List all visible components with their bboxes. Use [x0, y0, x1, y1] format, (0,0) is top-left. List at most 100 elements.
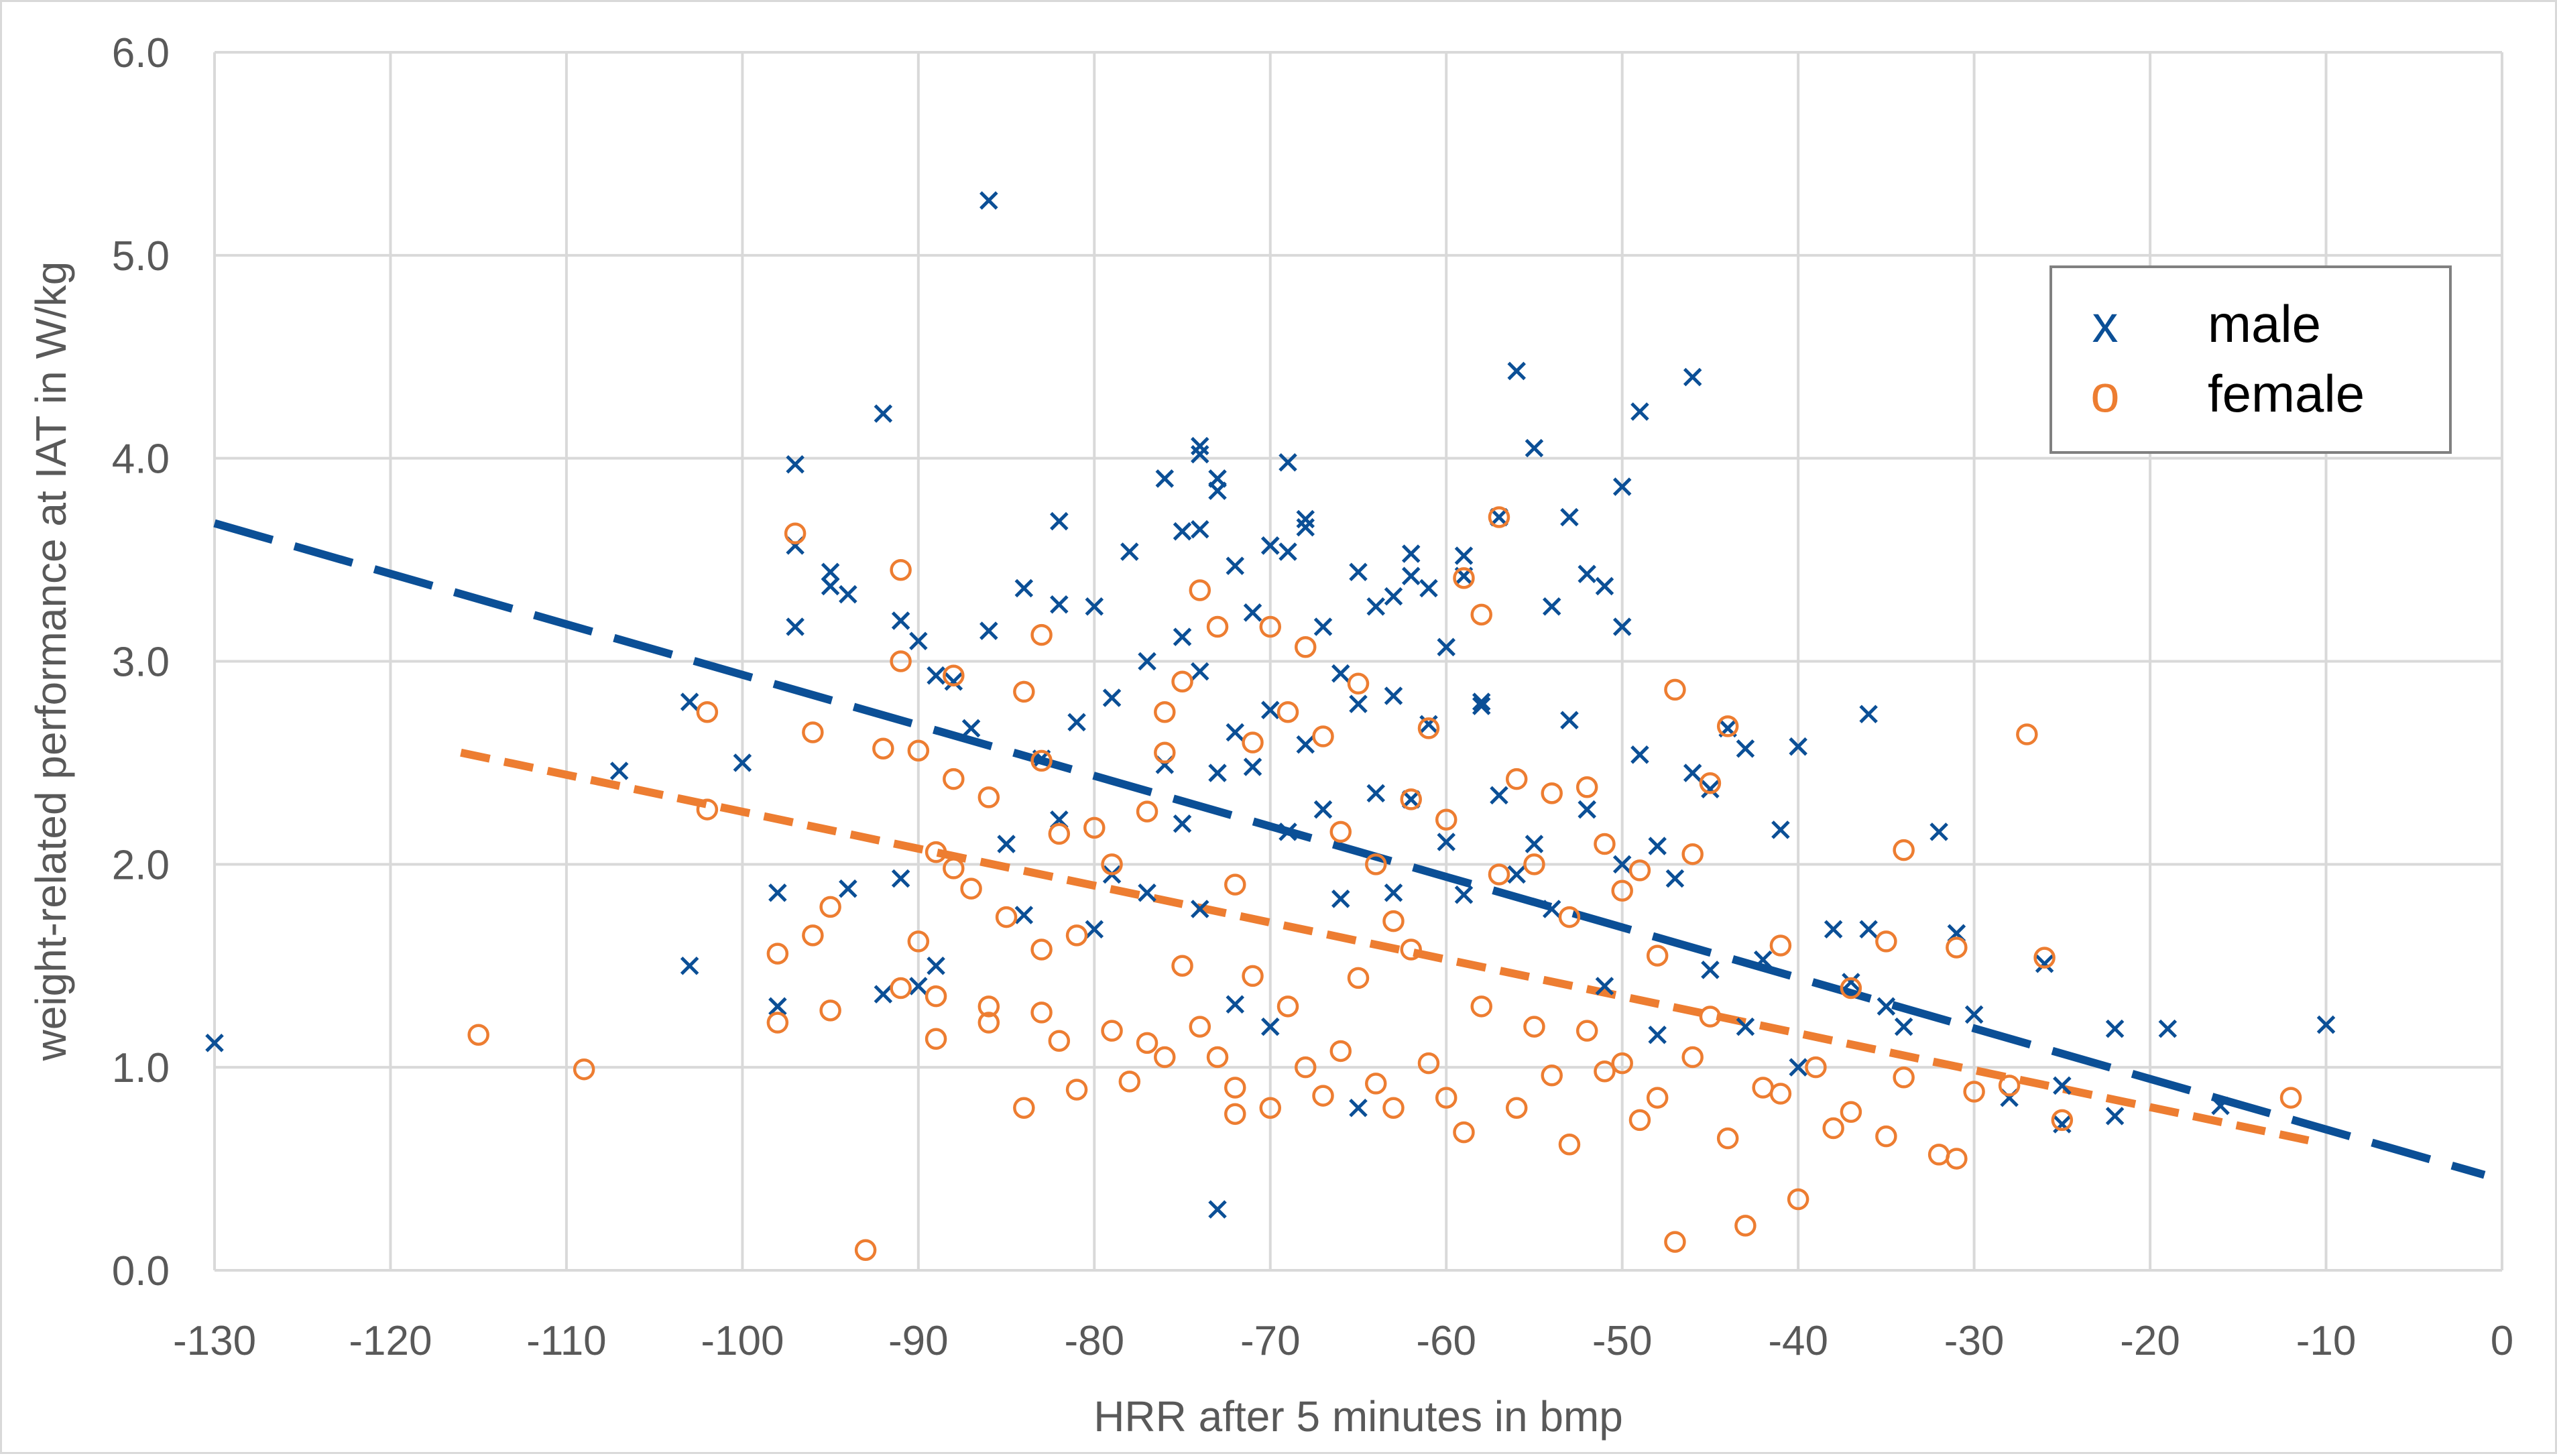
male-point — [1771, 821, 1790, 839]
female-point — [1893, 839, 1915, 861]
female-point — [1505, 1097, 1528, 1119]
male-point — [1384, 883, 1403, 902]
male-point — [1349, 1098, 1368, 1117]
male-point — [1050, 511, 1069, 531]
male-point — [1595, 577, 1614, 596]
male-point — [1630, 745, 1649, 764]
male-point — [2053, 1076, 2072, 1095]
female-point — [890, 650, 912, 672]
female-point — [1154, 1046, 1176, 1069]
female-point — [1523, 1016, 1545, 1038]
female-point — [802, 924, 824, 947]
y-tick-label: 3.0 — [112, 640, 170, 686]
male-point — [1191, 662, 1209, 681]
x-tick-label: -40 — [1768, 1318, 1828, 1364]
male-point — [205, 1034, 224, 1052]
male-point — [1525, 835, 1544, 853]
female-point — [1611, 1052, 1633, 1075]
male-point — [1472, 696, 1491, 715]
male-point — [1578, 564, 1596, 584]
female-point — [943, 664, 965, 686]
male-point — [1191, 444, 1209, 464]
male-point — [1313, 800, 1333, 819]
male-point — [1683, 764, 1702, 782]
male-point — [1859, 705, 1878, 724]
legend-label-female: female — [2208, 364, 2365, 423]
male-point — [1612, 855, 1632, 874]
male-point — [1753, 950, 1773, 969]
male-point — [1050, 595, 1069, 614]
male-point — [1648, 1025, 1667, 1044]
female-point — [977, 786, 1000, 808]
female-point — [1048, 823, 1071, 845]
female-point — [1347, 967, 1370, 989]
male-point — [1085, 920, 1104, 939]
male-point — [2316, 1015, 2336, 1034]
male-point — [1243, 603, 1262, 622]
female-point — [1875, 930, 1897, 953]
female-point — [1453, 1121, 1475, 1144]
female-point — [1628, 1109, 1651, 1132]
female-point — [1558, 1133, 1581, 1156]
male-point — [1191, 520, 1209, 539]
female-trend-line — [460, 748, 2310, 1145]
male-point — [1331, 664, 1350, 683]
female-point — [1312, 1085, 1334, 1107]
male-point — [1208, 1200, 1227, 1219]
female-point — [1470, 603, 1492, 626]
male-point — [1736, 1017, 1755, 1036]
male-point — [1542, 597, 1561, 616]
male-point — [839, 879, 857, 898]
female-point — [1541, 782, 1563, 804]
male-point — [1191, 436, 1209, 456]
male-point — [1877, 997, 1896, 1016]
female-point — [696, 701, 719, 723]
female-point — [977, 1012, 1000, 1034]
male-point — [927, 666, 945, 685]
male-point — [1437, 833, 1455, 851]
female-point — [1523, 853, 1545, 875]
female-point — [1840, 977, 1862, 999]
female-point — [1154, 701, 1176, 723]
female-point — [1716, 1127, 1739, 1150]
male-point — [1138, 652, 1156, 671]
female-point — [1312, 725, 1334, 747]
female-point — [2016, 723, 2038, 745]
y-tick-label: 1.0 — [112, 1045, 170, 1091]
female-point — [1101, 1020, 1123, 1042]
male-point — [768, 997, 787, 1016]
x-tick-label: -80 — [1065, 1318, 1125, 1364]
female-point — [1699, 772, 1722, 794]
male-point — [839, 585, 857, 604]
female-point — [1769, 934, 1792, 957]
data-points — [205, 191, 2336, 1261]
male-point — [1384, 587, 1403, 606]
male-point — [1226, 723, 1245, 742]
male-point — [2158, 1019, 2178, 1038]
male-point — [1226, 556, 1245, 575]
male-point — [1173, 522, 1192, 541]
female-point — [1364, 1073, 1387, 1095]
legend: x male o female — [2049, 265, 2452, 454]
male-point — [1595, 977, 1614, 995]
female-point — [995, 906, 1018, 928]
female-point — [1206, 1046, 1229, 1069]
female-point — [573, 1058, 595, 1081]
male-point — [1296, 509, 1315, 529]
female-point — [1541, 1065, 1563, 1087]
male-point — [1296, 735, 1315, 754]
female-point — [2279, 1087, 2302, 1109]
male-point — [997, 835, 1016, 853]
gridlines — [213, 51, 2503, 1272]
male-point — [1014, 579, 1034, 598]
female-point — [1716, 715, 1739, 737]
female-point — [1382, 910, 1405, 932]
female-point — [1224, 1103, 1246, 1126]
x-axis-ticks: -130 -120 -110 -100 -90 -80 -70 -60 -50 -40 -30 -20… — [173, 1318, 2513, 1364]
female-point — [1171, 670, 1193, 693]
female-point — [1030, 1002, 1053, 1024]
male-point — [1384, 686, 1403, 705]
male-point — [1401, 566, 1421, 586]
male-point — [786, 454, 805, 474]
male-point — [1560, 711, 1579, 730]
